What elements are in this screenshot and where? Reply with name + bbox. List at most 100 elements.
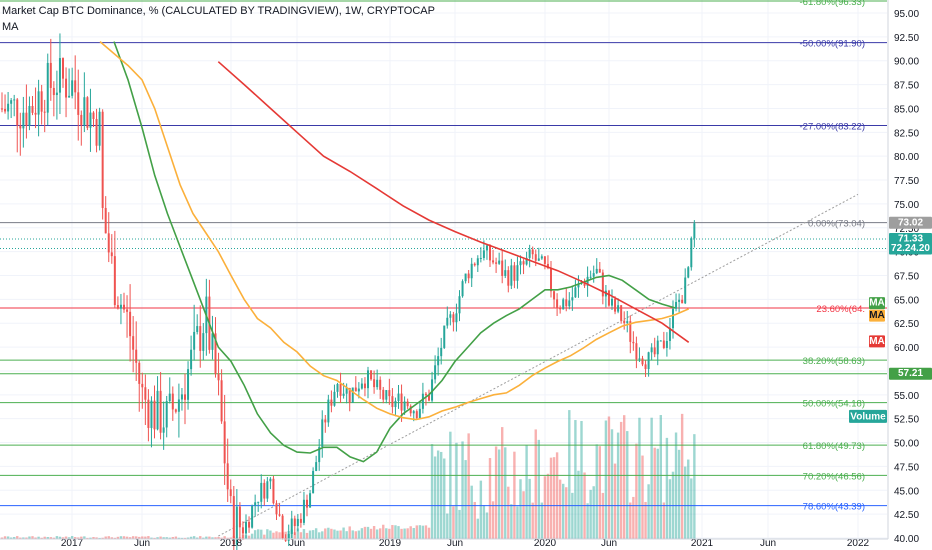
- candle-body: [400, 393, 403, 411]
- volume-bar: [360, 528, 364, 539]
- candle-body: [485, 245, 488, 251]
- fib-level-label: -50.00%(91.90): [800, 39, 865, 50]
- volume-bar: [70, 536, 74, 539]
- candle-body: [415, 411, 418, 419]
- ma-tag-red[interactable]: MA: [869, 335, 885, 348]
- volume-bar: [272, 532, 275, 539]
- ma-tag-red-bg: [869, 335, 885, 348]
- price-tag-71[interactable]: 71.33: [889, 232, 932, 245]
- candle-body: [525, 257, 528, 265]
- volume-bar: [415, 525, 418, 539]
- fib-level-label: 0.00%(73.04): [808, 219, 865, 230]
- volume-bar: [443, 458, 446, 539]
- candle-body: [62, 58, 64, 79]
- volume-bar: [28, 536, 31, 539]
- volume-bar: [589, 489, 592, 539]
- candle-body: [650, 347, 653, 353]
- volume-bar: [632, 496, 635, 539]
- candle-body: [89, 112, 92, 128]
- candle-body: [507, 270, 510, 286]
- volume-bar: [345, 531, 348, 539]
- volume-bar: [366, 526, 370, 539]
- volume-bar: [189, 536, 193, 539]
- candle-body: [336, 383, 339, 392]
- chart-title: Market Cap BTC Dominance, % (CALCULATED …: [2, 5, 435, 17]
- candle-body: [418, 408, 421, 419]
- y-tick-label: 50.00: [894, 439, 919, 450]
- candle-body: [25, 112, 28, 126]
- price-tag-73[interactable]: 73.02: [889, 216, 932, 229]
- volume-bar: [421, 525, 425, 539]
- candle-body: [98, 111, 101, 146]
- candle-body: [28, 105, 31, 126]
- volume-bar: [690, 478, 693, 539]
- ma-tag-orange[interactable]: MA: [869, 309, 885, 322]
- candle-body: [571, 297, 574, 301]
- candle-body: [357, 388, 360, 392]
- ma-fast-line[interactable]: [113, 41, 676, 463]
- volume-bar: [58, 536, 62, 539]
- candle-body: [19, 125, 22, 129]
- ma-tag-green[interactable]: MA: [869, 297, 885, 310]
- candle-body: [577, 283, 580, 288]
- volume-bar: [116, 536, 120, 539]
- candle-body: [607, 290, 610, 306]
- candle-body: [443, 325, 446, 348]
- price-tag-57[interactable]: 57.21: [889, 367, 932, 380]
- volume-bar: [150, 537, 153, 539]
- candle-body: [287, 533, 290, 541]
- candle-body: [351, 387, 354, 403]
- candle-body: [281, 515, 284, 539]
- volume-bar: [464, 460, 467, 539]
- volume-bars: [0, 410, 696, 539]
- candle-body: [641, 358, 644, 365]
- candle-body: [550, 268, 552, 292]
- volume-bar: [217, 536, 220, 539]
- candle-body: [248, 521, 251, 528]
- volume-bar: [613, 463, 617, 539]
- volume-bar: [467, 433, 470, 539]
- volume-bar: [141, 536, 144, 539]
- candle-body: [119, 304, 122, 309]
- volume-bar: [98, 537, 101, 539]
- volume-bar: [504, 447, 507, 539]
- volume-bar: [333, 529, 336, 539]
- candle-body: [232, 496, 235, 545]
- candle-body: [299, 518, 302, 523]
- volume-bar: [653, 447, 656, 539]
- candle-body: [177, 399, 180, 412]
- volume-bar: [674, 432, 678, 539]
- volume-bar: [299, 532, 303, 539]
- candle-body: [458, 296, 461, 314]
- fib-level-label: 70.20%(46.56): [803, 471, 865, 482]
- ma-mid-line[interactable]: [99, 40, 690, 421]
- volume-bar: [537, 439, 540, 539]
- volume-tag[interactable]: Volume: [849, 409, 887, 423]
- price-tag-70[interactable]: 72.24.20: [889, 242, 932, 255]
- fib-level-label: 50.00%(54.18): [803, 399, 865, 410]
- volume-bar: [13, 537, 16, 539]
- indicator-label[interactable]: MA: [2, 21, 19, 33]
- volume-bar: [507, 486, 510, 539]
- y-tick-label: 40.00: [894, 534, 919, 545]
- y-tick-label: 77.50: [894, 176, 919, 187]
- candle-body: [370, 370, 373, 380]
- candle-body: [363, 383, 366, 389]
- volume-bar: [3, 536, 7, 539]
- ma-slow-line[interactable]: [217, 61, 690, 343]
- candle-body: [101, 111, 104, 208]
- candle-body: [217, 374, 220, 381]
- candle-body: [86, 97, 89, 128]
- candle-body: [510, 265, 513, 286]
- x-tick-label: 2017: [61, 538, 84, 549]
- candle-body: [129, 311, 132, 337]
- trendline[interactable]: [218, 193, 859, 537]
- volume-bar: [516, 506, 519, 539]
- x-tick-label: 2020: [534, 538, 557, 549]
- candle-body: [168, 393, 171, 402]
- candle-body: [553, 291, 556, 300]
- volume-bar: [37, 536, 40, 539]
- volume-bar: [436, 450, 440, 539]
- y-tick-label: 82.50: [894, 128, 919, 139]
- volume-bar: [397, 526, 400, 539]
